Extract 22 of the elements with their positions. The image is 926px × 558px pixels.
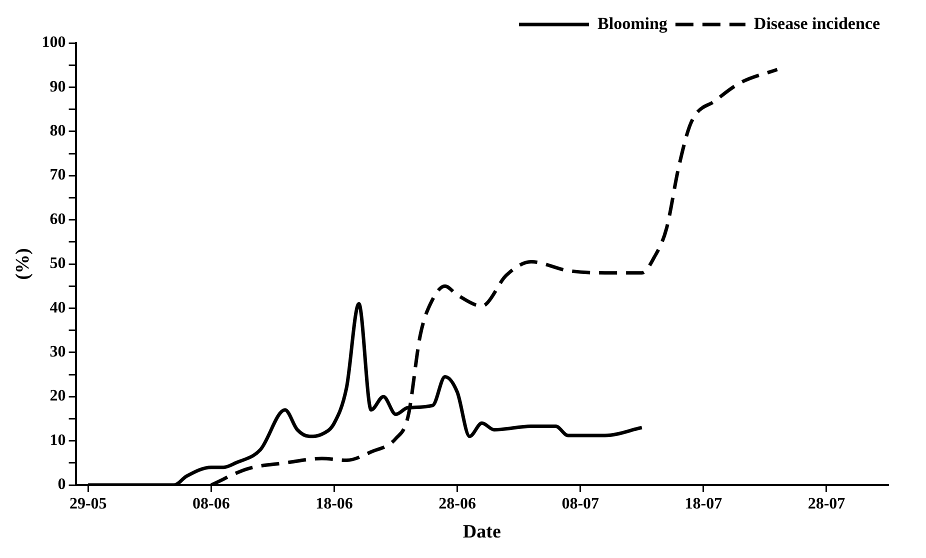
y-tick-label: 0 [58,476,66,494]
x-tick-label: 08-07 [562,496,600,513]
x-tick-label: 28-07 [808,496,846,513]
y-tick-label: 100 [42,34,66,52]
x-tick-label: 08-06 [192,496,230,513]
x-tick-label: 18-06 [316,496,353,513]
y-axis-title: (%) [12,248,34,280]
y-tick-label: 20 [50,388,66,405]
y-tick-label: 10 [50,432,66,449]
y-tick-label: 40 [50,299,66,316]
x-tick-label: 29-05 [69,496,107,513]
x-tick-label: 18-07 [684,496,722,513]
x-axis-title: Date [462,522,501,543]
y-tick-label: 60 [50,210,66,228]
y-tick-label: 80 [50,122,66,140]
legend-label: Blooming [598,14,668,33]
x-tick-label: 28-06 [438,496,476,513]
y-tick-label: 90 [50,78,66,96]
y-tick-label: 70 [50,166,66,184]
legend-label: Disease incidence [754,14,880,33]
y-tick-label: 50 [50,255,66,272]
y-tick-label: 30 [50,344,66,361]
